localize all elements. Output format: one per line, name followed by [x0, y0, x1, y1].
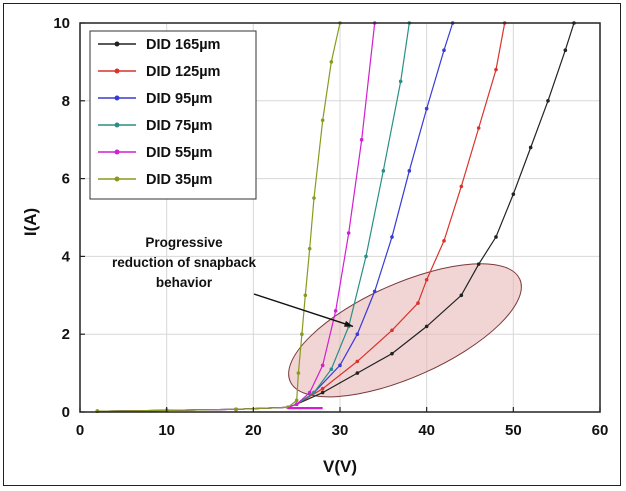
series-point — [346, 231, 351, 235]
series-point — [320, 386, 325, 391]
series-point — [329, 367, 334, 372]
series-point — [424, 324, 429, 329]
annotation-line: Progressive — [145, 235, 223, 250]
legend-item: DID 35µm — [98, 172, 212, 188]
series-point — [307, 246, 312, 251]
series-point — [398, 79, 403, 84]
legend-item: DID 165µm — [98, 37, 220, 53]
series-point — [320, 363, 325, 368]
series-point — [390, 328, 394, 333]
series-point — [320, 118, 325, 123]
y-tick-label: 0 — [62, 404, 70, 421]
series-point — [294, 398, 299, 403]
series-point — [359, 137, 364, 142]
snapback-ellipse — [288, 263, 522, 398]
annotation: Progressive reduction of snapback behavior — [112, 235, 354, 328]
legend-swatch-marker — [114, 41, 120, 47]
series-point — [364, 254, 368, 259]
series-point — [442, 48, 446, 53]
series-point — [372, 289, 377, 294]
snapback-region — [288, 263, 522, 398]
series-point — [511, 192, 516, 196]
legend-swatch-marker — [114, 176, 120, 182]
x-tick-label: 20 — [245, 422, 262, 439]
axes — [79, 22, 601, 413]
series-point — [416, 301, 420, 305]
x-tick-label: 0 — [76, 422, 84, 439]
series-point — [300, 332, 304, 337]
annotation-line: reduction of snapback — [112, 255, 257, 270]
series-point — [312, 390, 316, 395]
series-point — [528, 145, 533, 150]
series-point — [355, 359, 360, 364]
legend-item: DID 95µm — [98, 91, 212, 107]
series-point — [459, 293, 464, 298]
iv-chart: 0 10 20 30 40 50 60 0 2 4 6 8 10 V(V) I(A) DID 165µm… — [21, 15, 608, 476]
series-point — [320, 390, 325, 395]
series-point — [381, 169, 386, 173]
series-point — [563, 48, 568, 53]
series-point — [546, 99, 550, 103]
x-tick-label: 50 — [505, 422, 522, 439]
legend: DID 165µm DID 125µm DID 95µm DID 75µm DID 55… — [89, 30, 257, 200]
legend-label: DID 95µm — [146, 91, 212, 107]
series-point — [303, 293, 308, 298]
legend-label: DID 55µm — [146, 145, 212, 161]
y-tick-label: 10 — [53, 15, 70, 32]
series-point — [459, 184, 464, 189]
y-tick-label: 8 — [62, 93, 70, 110]
x-tick-label: 10 — [158, 422, 175, 439]
series-point — [476, 126, 481, 130]
x-tick-label: 60 — [592, 422, 609, 439]
annotation-arrow-head — [344, 320, 353, 327]
legend-item: DID 125µm — [98, 64, 220, 80]
series-point — [355, 371, 360, 375]
series-point — [407, 169, 412, 173]
series-point — [296, 371, 301, 375]
legend-label: DID 75µm — [146, 118, 212, 134]
legend-label: DID 35µm — [146, 172, 212, 188]
series-point — [294, 402, 299, 407]
series-point — [390, 351, 394, 356]
y-tick-label: 6 — [62, 171, 70, 188]
series-point — [424, 106, 429, 111]
series-point — [307, 390, 312, 395]
legend-swatch-marker — [114, 68, 120, 74]
series-point — [329, 60, 334, 64]
legend-swatch-marker — [114, 122, 120, 128]
series-point — [424, 277, 429, 282]
y-axis-title: I(A) — [21, 208, 40, 236]
series-point — [355, 332, 360, 337]
series-point — [476, 262, 481, 266]
series-point — [234, 407, 238, 412]
series-point — [333, 309, 338, 313]
x-tick-label: 40 — [418, 422, 435, 439]
annotation-line: behavior — [156, 275, 213, 290]
legend-item: DID 55µm — [98, 145, 212, 161]
series-point — [442, 239, 446, 243]
chart-frame: 0 10 20 30 40 50 60 0 2 4 6 8 10 V(V) I(A) DID 165µm… — [3, 3, 621, 486]
legend-swatch-marker — [114, 149, 120, 155]
legend-label: DID 165µm — [146, 37, 220, 53]
series-point — [494, 235, 498, 239]
series-point — [338, 363, 342, 368]
legend-box — [89, 30, 257, 200]
legend-label: DID 125µm — [146, 64, 220, 80]
y-tick-label: 4 — [62, 248, 71, 265]
legend-item: DID 75µm — [98, 118, 212, 134]
annotation-arrow-line — [253, 293, 354, 328]
legend-swatch-marker — [114, 95, 120, 101]
series-point — [312, 196, 316, 200]
series-point — [390, 235, 394, 239]
series-point — [494, 67, 498, 72]
x-axis-title: V(V) — [323, 457, 357, 476]
x-tick-label: 30 — [332, 422, 349, 439]
tick-labels: 0 10 20 30 40 50 60 0 2 4 6 8 10 — [53, 15, 608, 439]
y-tick-label: 2 — [62, 326, 70, 343]
